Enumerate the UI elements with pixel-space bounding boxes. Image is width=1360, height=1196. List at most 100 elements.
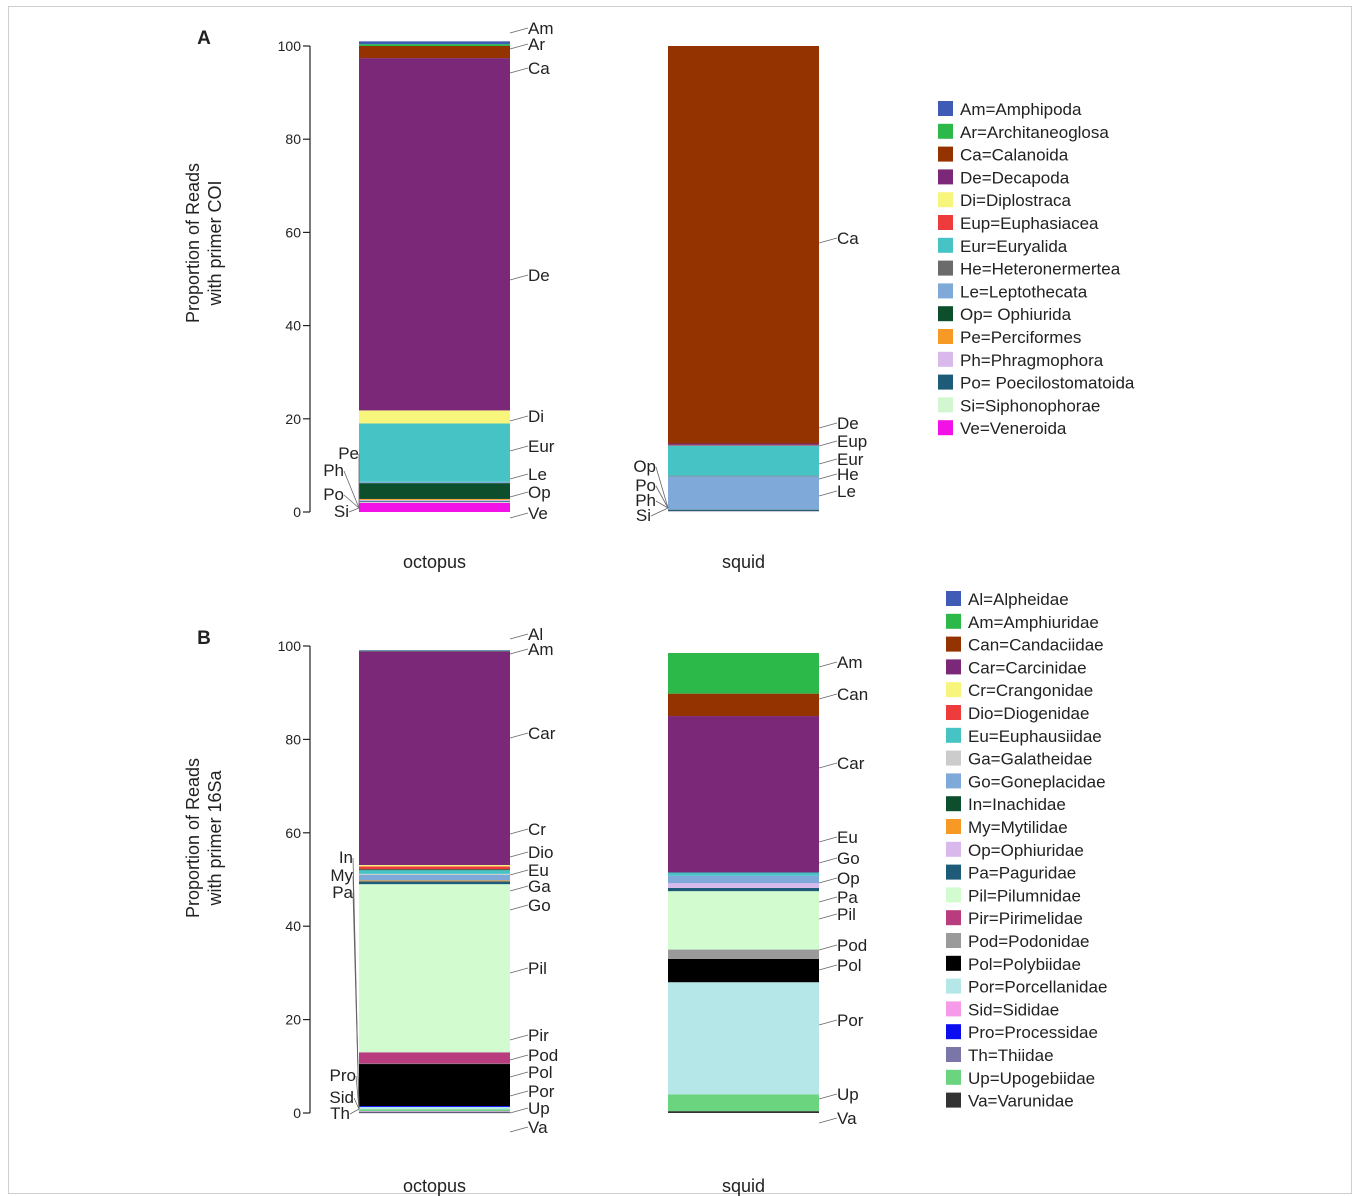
- segment-label-octopus-pol: Pol: [528, 1063, 553, 1082]
- label-leader: [509, 732, 529, 739]
- label-leader: [818, 661, 838, 668]
- bar-segment-octopus-pod: [359, 1063, 510, 1065]
- legend-label-can: Can=Candaciidae: [968, 636, 1104, 655]
- label-leader: [818, 762, 838, 769]
- y-tick-label: 40: [285, 918, 301, 934]
- label-leader: [509, 27, 529, 34]
- segment-label-squid-am: Am: [837, 653, 863, 672]
- legend-swatch-di: [938, 192, 953, 208]
- segment-label-octopus-pe: Pe: [338, 444, 359, 463]
- bar-segment-octopus-my: [359, 880, 510, 882]
- bar-segment-octopus-dio: [359, 866, 510, 870]
- bar-segment-octopus-pe: [359, 498, 510, 500]
- segment-label-squid-eu: Eu: [837, 828, 858, 847]
- segment-label-octopus-va: Va: [528, 1118, 548, 1137]
- label-leader: [655, 466, 669, 509]
- segment-label-octopus-cr: Cr: [528, 820, 546, 839]
- segment-label-octopus-al: Al: [528, 625, 543, 644]
- y-tick-label: 20: [285, 1012, 301, 1028]
- legend-label-pod: Pod=Podonidae: [968, 932, 1089, 951]
- label-leader: [355, 1075, 360, 1110]
- y-tick-label: 0: [293, 1105, 301, 1121]
- bar-segment-octopus-le: [359, 481, 510, 484]
- segment-label-squid-ca: Ca: [837, 229, 859, 248]
- segment-label-squid-pa: Pa: [837, 888, 858, 907]
- label-leader: [509, 473, 529, 480]
- label-leader: [818, 458, 838, 465]
- segment-label-octopus-ca: Ca: [528, 59, 550, 78]
- bar-segment-squid-op: [668, 509, 819, 511]
- legend-swatch-ph: [938, 351, 953, 367]
- legend-label-am: Am=Amphipoda: [960, 100, 1082, 119]
- y-tick-label: 80: [285, 131, 301, 147]
- segment-label-squid-de: De: [837, 414, 859, 433]
- legend-label-ar: Ar=Architaneoglosa: [960, 123, 1109, 142]
- legend-swatch-pir: [946, 910, 961, 926]
- y-tick-label: 20: [285, 411, 301, 427]
- y-axis-title: Proportion of Reads with primer COI: [183, 163, 225, 323]
- legend-swatch-sid: [946, 1001, 961, 1017]
- legend-swatch-can: [946, 636, 961, 652]
- label-leader: [509, 445, 529, 452]
- legend-swatch-up: [946, 1069, 961, 1085]
- segment-label-octopus-pod: Pod: [528, 1046, 558, 1065]
- legend-label-pa: Pa=Paguridae: [968, 864, 1076, 883]
- bar-segment-squid-le: [668, 476, 819, 510]
- label-leader: [348, 507, 360, 513]
- label-leader: [818, 1117, 838, 1124]
- bar-segment-squid-up: [668, 1094, 819, 1112]
- legend-swatch-ca: [938, 146, 953, 162]
- legend-swatch-eu: [946, 727, 961, 743]
- segment-label-squid-pol: Pol: [837, 956, 862, 975]
- label-leader: [818, 896, 838, 903]
- segment-label-octopus-ph: Ph: [323, 461, 344, 480]
- legend-label-va: Va=Varunidae: [968, 1092, 1074, 1111]
- legend-swatch-po: [938, 374, 953, 390]
- legend-swatch-op: [938, 306, 953, 322]
- legend-label-pro: Pro=Processidae: [968, 1023, 1098, 1042]
- legend-swatch-pro: [946, 1024, 961, 1040]
- segment-label-squid-eup: Eup: [837, 432, 867, 451]
- legend-label-pol: Pol=Polybiidae: [968, 955, 1081, 974]
- legend-label-ga: Ga=Galatheidae: [968, 750, 1092, 769]
- legend-swatch-va: [946, 1092, 961, 1108]
- legend-swatch-am: [938, 101, 953, 116]
- bar-segment-squid-am: [668, 653, 819, 694]
- panel-label: A: [197, 28, 211, 49]
- segment-label-squid-ph: Ph: [635, 491, 656, 510]
- segment-label-octopus-le: Le: [528, 465, 547, 484]
- bar-segment-octopus-pir: [359, 1052, 510, 1064]
- legend-label-he: He=Heteronermertea: [960, 260, 1121, 279]
- label-leader: [818, 877, 838, 884]
- bar-segment-squid-pol: [668, 958, 819, 983]
- legend-swatch-in: [946, 796, 961, 812]
- segment-label-squid-pod: Pod: [837, 936, 867, 955]
- bar-segment-octopus-po: [359, 500, 510, 502]
- bar-segment-octopus-th: [359, 1111, 510, 1113]
- legend-swatch-le: [938, 283, 953, 299]
- segment-label-octopus-dio: Dio: [528, 843, 554, 862]
- category-label-octopus: octopus: [403, 1176, 466, 1196]
- bar-segment-octopus-pa: [359, 881, 510, 885]
- legend-label-go: Go=Goneplacidae: [968, 772, 1106, 791]
- segment-label-squid-go: Go: [837, 849, 860, 868]
- label-leader: [509, 274, 529, 281]
- legend-label-pil: Pil=Pilumnidae: [968, 886, 1081, 905]
- label-leader: [818, 913, 838, 920]
- legend-label-di: Di=Diplostraca: [960, 191, 1072, 210]
- label-leader: [509, 1071, 529, 1078]
- segment-label-squid-por: Por: [837, 1011, 864, 1030]
- segment-label-octopus-ar: Ar: [528, 35, 545, 54]
- bar-segment-squid-si: [668, 511, 819, 513]
- segment-label-squid-can: Can: [837, 685, 868, 704]
- bar-segment-squid-ph: [668, 511, 819, 512]
- y-axis-title-line: Proportion of Reads: [183, 758, 203, 918]
- label-leader: [650, 507, 669, 517]
- legend-label-car: Car=Carcinidae: [968, 658, 1087, 677]
- legend-label-eu: Eu=Euphausiidae: [968, 727, 1102, 746]
- legend-label-si: Si=Siphonophorae: [960, 396, 1100, 415]
- legend-label-dio: Dio=Diogenidae: [968, 704, 1089, 723]
- legend-swatch-al: [946, 591, 961, 606]
- bar-segment-octopus-si: [359, 501, 510, 503]
